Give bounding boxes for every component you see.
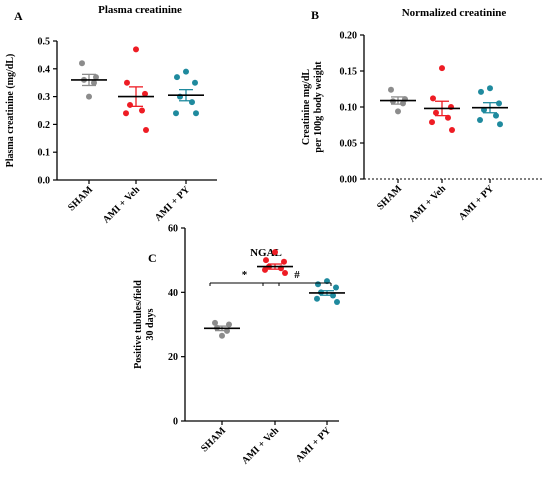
data-point xyxy=(433,110,439,116)
y-tick-label: 40 xyxy=(168,288,178,299)
data-point xyxy=(493,113,499,119)
y-tick-label: 20 xyxy=(168,352,178,363)
data-point xyxy=(314,296,320,302)
y-tick-label: 0 xyxy=(173,417,178,428)
data-point xyxy=(124,80,130,86)
y-axis-label-line: per 100g body weight xyxy=(313,61,324,153)
x-tick-label: SHAM xyxy=(199,425,228,454)
data-point xyxy=(497,121,503,127)
data-point xyxy=(477,117,483,123)
y-tick-label: 0.5 xyxy=(38,37,51,48)
data-point xyxy=(262,267,268,273)
data-point xyxy=(445,115,451,121)
y-tick-label: 0.05 xyxy=(340,139,358,150)
data-point xyxy=(272,249,278,255)
data-point xyxy=(449,127,455,133)
x-tick-label: AMI + PY xyxy=(153,184,193,224)
y-tick-label: 0.4 xyxy=(38,64,51,75)
y-tick-label: 60 xyxy=(168,224,178,235)
significance-marker: # xyxy=(294,269,300,281)
data-point xyxy=(174,74,180,80)
data-point xyxy=(193,110,199,116)
data-point xyxy=(429,119,435,125)
y-axis-label-line: Positive tubules/field xyxy=(133,280,144,369)
panel-letter: B xyxy=(311,8,319,22)
x-tick-label: AMI + Veh xyxy=(240,425,282,467)
panel-letter: A xyxy=(14,9,23,23)
y-tick-label: 0.00 xyxy=(340,175,358,186)
data-point xyxy=(79,60,85,66)
data-point xyxy=(86,94,92,100)
data-point xyxy=(496,100,502,106)
data-point xyxy=(189,99,195,105)
data-point xyxy=(487,85,493,91)
data-point xyxy=(263,257,269,263)
data-point xyxy=(123,110,129,116)
y-axis-label: Plasma creatinine (mg/dL) xyxy=(5,54,16,168)
y-tick-label: 0.15 xyxy=(340,67,358,78)
data-point xyxy=(439,65,445,71)
data-point xyxy=(133,46,139,52)
data-point xyxy=(334,299,340,305)
x-tick-label: AMI + PY xyxy=(457,183,497,223)
chart-title: Normalized creatinine xyxy=(402,7,507,19)
data-point xyxy=(388,87,394,93)
data-point xyxy=(478,89,484,95)
data-point xyxy=(219,333,225,339)
panel-letter: C xyxy=(148,251,157,265)
x-tick-label: AMI + PY xyxy=(294,425,334,465)
y-tick-label: 0.0 xyxy=(38,176,51,187)
chart-title: Plasma creatinine xyxy=(98,4,182,16)
significance-marker: * xyxy=(242,269,248,281)
y-axis-label-line: 30 days xyxy=(145,308,156,340)
data-point xyxy=(315,281,321,287)
data-point xyxy=(143,127,149,133)
data-point xyxy=(430,95,436,101)
x-tick-label: AMI + Veh xyxy=(101,184,143,226)
data-point xyxy=(183,69,189,75)
y-tick-label: 0.10 xyxy=(340,103,358,114)
data-point xyxy=(281,259,287,265)
data-point xyxy=(333,285,339,291)
y-tick-label: 0.1 xyxy=(38,148,51,159)
x-tick-label: AMI + Veh xyxy=(407,183,449,225)
data-point xyxy=(395,108,401,114)
data-point xyxy=(127,102,133,108)
x-tick-label: SHAM xyxy=(66,184,95,213)
x-tick-label: SHAM xyxy=(375,183,404,212)
y-tick-label: 0.20 xyxy=(340,31,358,42)
y-axis-label-line: Creatinine mg/dL xyxy=(301,69,312,146)
data-point xyxy=(173,110,179,116)
data-point xyxy=(192,80,198,86)
y-tick-label: 0.2 xyxy=(38,120,51,131)
data-point xyxy=(226,322,232,328)
data-point xyxy=(139,108,145,114)
y-tick-label: 0.3 xyxy=(38,92,51,103)
data-point xyxy=(282,270,288,276)
